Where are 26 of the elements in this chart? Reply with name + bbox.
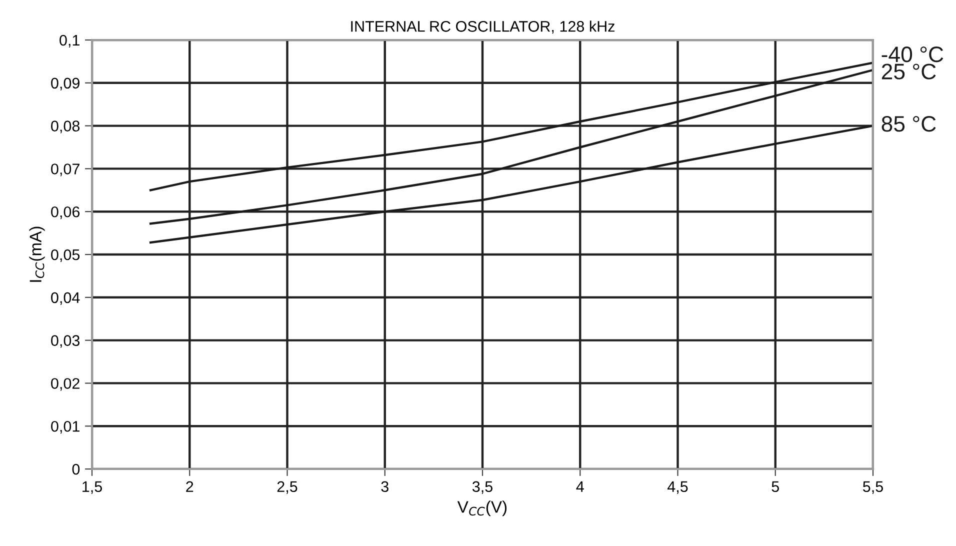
x-tick-label: 2,5: [277, 481, 298, 494]
x-tick-label: 3,5: [472, 481, 492, 494]
y-tick-label: 0,08: [51, 120, 80, 134]
x-tick-label: 2: [186, 481, 194, 492]
y-tick-label: 0,09: [51, 78, 80, 90]
x-tick-label: 3: [381, 481, 388, 492]
y-tick-label: 0,01: [51, 420, 80, 434]
series-label: -40 °C: [882, 46, 944, 62]
chart-title: INTERNAL RC OSCILLATOR, 128 kHz: [351, 20, 614, 34]
y-tick-label: 0,1: [60, 34, 80, 48]
y-tick-label: 0: [72, 464, 80, 475]
series-label: 85 °C: [882, 116, 936, 132]
y-tick-label: 0,02: [51, 378, 80, 391]
y-tick-label: 0,06: [51, 206, 80, 220]
y-tick-label: 0,04: [51, 292, 80, 305]
y-tick-label: 0,07: [51, 164, 80, 176]
x-tick-label: 5: [772, 481, 779, 492]
x-tick-label: 5,5: [862, 481, 883, 494]
x-axis-title: V$_{CC}$(V): [457, 500, 507, 516]
x-tick-label: 1,5: [82, 481, 102, 494]
series-label: 25 °C: [882, 64, 936, 80]
y-tick-label: 0,03: [51, 335, 80, 348]
x-tick-label: 4,5: [667, 481, 688, 494]
x-tick-label: 4: [576, 481, 584, 492]
y-tick-label: 0,05: [51, 249, 80, 262]
y-axis-title: I$_{CC}$(mA): [29, 226, 45, 282]
